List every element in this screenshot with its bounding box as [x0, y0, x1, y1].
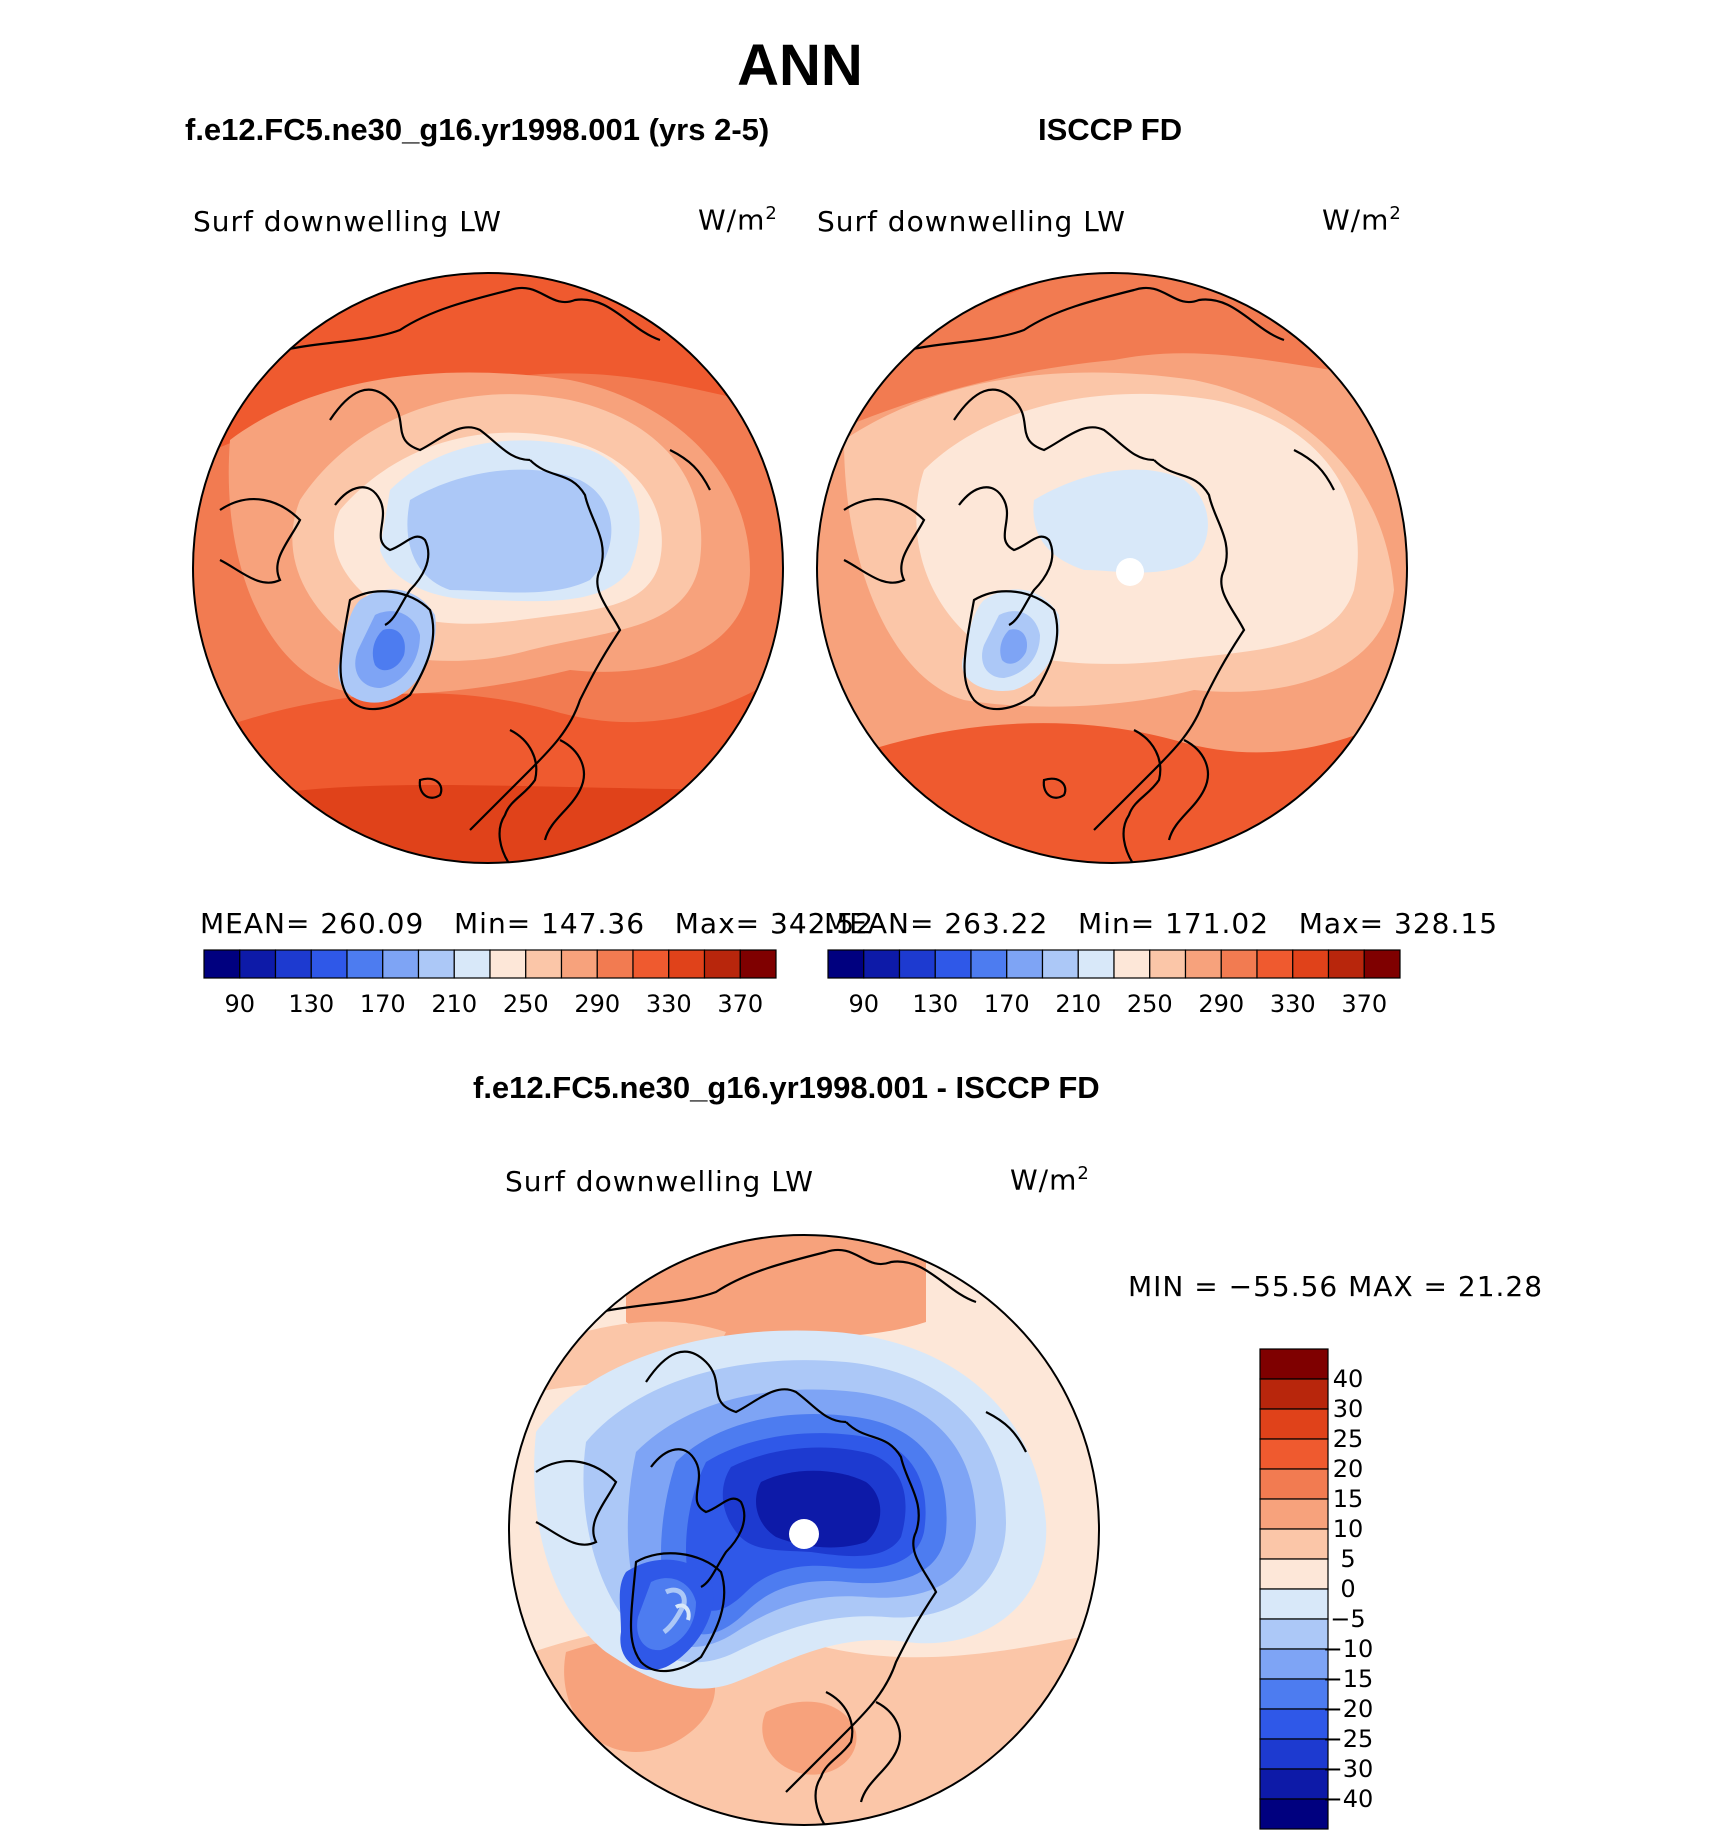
colorbar-tick-label: 370 [1341, 990, 1387, 1018]
colorbar-tick-label: 130 [912, 990, 958, 1018]
colorbar-swatch [739, 949, 777, 979]
diff-title: f.e12.FC5.ne30_g16.yr1998.001 - ISCCP FD [473, 1070, 1100, 1105]
colorbar-swatch [1184, 949, 1222, 979]
colorbar-swatch [1327, 949, 1365, 979]
colorbar-swatch [1259, 1798, 1329, 1830]
colorbar-swatch [203, 949, 241, 979]
colorbar-tick-label: −15 [1323, 1665, 1374, 1693]
colorbar-swatch [703, 949, 741, 979]
colorbar-tick-label: 210 [1055, 990, 1101, 1018]
season-title: ANN [737, 33, 863, 98]
colorbar-tick-label: −40 [1323, 1785, 1374, 1813]
colorbar-tick-label: 90 [224, 990, 255, 1018]
colorbar-swatch [1259, 1768, 1329, 1800]
colorbar-tick-label: 290 [574, 990, 620, 1018]
panel1-units: W/m2 [698, 203, 778, 237]
colorbar-tick-label: 330 [1270, 990, 1316, 1018]
colorbar-swatch [1259, 1528, 1329, 1560]
colorbar-swatch [382, 949, 420, 979]
diff-units: W/m2 [1010, 1163, 1090, 1197]
colorbar-tick-label: −10 [1323, 1635, 1374, 1663]
colorbar-tick-label: 250 [503, 990, 549, 1018]
colorbar-swatch [417, 949, 455, 979]
colorbar-tick-label: 250 [1127, 990, 1173, 1018]
colorbar-swatch [1259, 1618, 1329, 1650]
colorbar-swatch [1259, 1588, 1329, 1620]
colorbar-swatch [1220, 949, 1258, 979]
colorbar-swatch [1041, 949, 1079, 979]
model-polar-map [192, 272, 784, 864]
diff-minmax: MIN = −55.56 MAX = 21.28 [1128, 1270, 1544, 1303]
colorbar-swatch [827, 949, 865, 979]
colorbar-swatch [525, 949, 563, 979]
colorbar-swatch [1259, 1468, 1329, 1500]
panel2-stats: MEAN= 263.22 Min= 171.02 Max= 328.15 [824, 907, 1499, 940]
colorbar-tick-label: 30 [1333, 1395, 1364, 1423]
colorbar-swatch [239, 949, 277, 979]
obs-title: ISCCP FD [1038, 112, 1183, 147]
colorbar-horizontal-1: 90 130 170 210 250 290 330 370 [203, 949, 777, 1018]
colorbar-swatch [1259, 1738, 1329, 1770]
colorbar-swatch [1292, 949, 1330, 979]
panel1-stats: MEAN= 260.09 Min= 147.36 Max= 342.52 [200, 907, 875, 940]
colorbar-swatch [1259, 1348, 1329, 1380]
colorbar-swatch [274, 949, 312, 979]
colorbar-tick-label: −30 [1323, 1755, 1374, 1783]
obs-polar-map [816, 272, 1408, 864]
colorbar-tick-label: 210 [431, 990, 477, 1018]
colorbar-swatch [453, 949, 491, 979]
colorbar-swatch [970, 949, 1008, 979]
colorbar-swatch [934, 949, 972, 979]
colorbar-swatch [1259, 1558, 1329, 1590]
colorbar-swatch [310, 949, 348, 979]
colorbar-tick-label: 0 [1340, 1575, 1355, 1603]
colorbar-tick-label: −5 [1330, 1605, 1365, 1633]
colorbar-tick-label: −25 [1323, 1725, 1374, 1753]
colorbar-tick-label: 130 [288, 990, 334, 1018]
panel2-variable-label: Surf downwelling LW [817, 205, 1126, 238]
colorbar-tick-label: −20 [1323, 1695, 1374, 1723]
colorbar-swatch [1259, 1408, 1329, 1440]
colorbar-swatch [1256, 949, 1294, 979]
test-case-title: f.e12.FC5.ne30_g16.yr1998.001 (yrs 2-5) [185, 112, 770, 147]
colorbar-swatch [668, 949, 706, 979]
colorbar-tick-label: 25 [1333, 1425, 1364, 1453]
panel1-variable-label: Surf downwelling LW [193, 205, 502, 238]
panel2-units: W/m2 [1322, 203, 1402, 237]
colorbar-tick-label: 170 [360, 990, 406, 1018]
colorbar-swatch [898, 949, 936, 979]
colorbar-tick-label: 5 [1340, 1545, 1355, 1573]
colorbar-swatch [863, 949, 901, 979]
colorbar-tick-label: 90 [848, 990, 879, 1018]
colorbar-swatch [346, 949, 384, 979]
colorbar-tick-label: 20 [1333, 1455, 1364, 1483]
colorbar-swatch [1259, 1678, 1329, 1710]
colorbar-swatch [1259, 1648, 1329, 1680]
colorbar-tick-label: 170 [984, 990, 1030, 1018]
colorbar-swatch [596, 949, 634, 979]
colorbar-swatch [1113, 949, 1151, 979]
colorbar-tick-label: 10 [1333, 1515, 1364, 1543]
colorbar-tick-label: 370 [717, 990, 763, 1018]
colorbar-swatch [560, 949, 598, 979]
colorbar-tick-label: 40 [1333, 1365, 1364, 1393]
colorbar-swatch [1259, 1708, 1329, 1740]
colorbar-swatch [1259, 1438, 1329, 1470]
colorbar-swatch [1149, 949, 1187, 979]
colorbar-swatch [1363, 949, 1401, 979]
colorbar-swatch [1259, 1378, 1329, 1410]
colorbar-horizontal-2: 90 130 170 210 250 290 330 370 [827, 949, 1401, 1018]
colorbar-tick-label: 330 [646, 990, 692, 1018]
colorbar-swatch [1077, 949, 1115, 979]
colorbar-swatch [489, 949, 527, 979]
colorbar-tick-label: 15 [1333, 1485, 1364, 1513]
difference-polar-map [508, 1234, 1100, 1826]
diff-variable-label: Surf downwelling LW [505, 1165, 814, 1198]
colorbar-tick-label: 290 [1198, 990, 1244, 1018]
colorbar-swatch [1259, 1498, 1329, 1530]
colorbar-swatch [1006, 949, 1044, 979]
colorbar-swatch [632, 949, 670, 979]
